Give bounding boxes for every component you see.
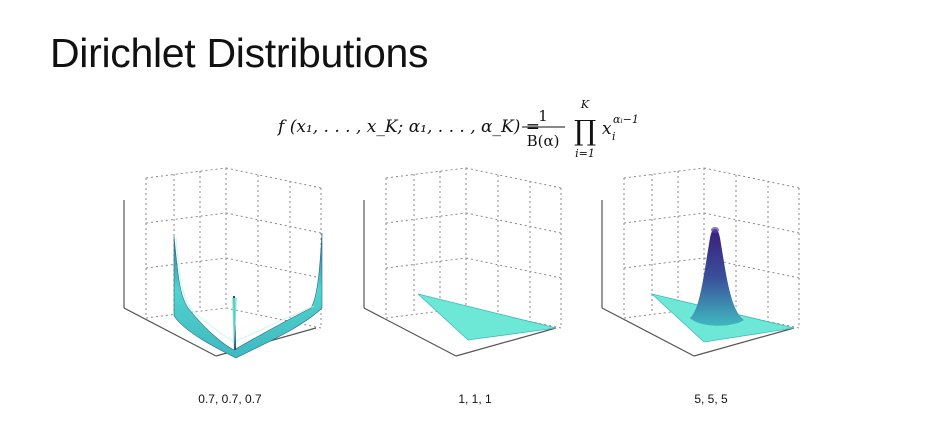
product-symbol: ∏ <box>574 114 596 147</box>
plot-panel-1 <box>116 167 340 378</box>
density-surface-2 <box>417 293 557 341</box>
dirichlet-pdf-formula: f (x₁, . . . , x_K; α₁, . . . , α_K) = 1… <box>276 97 698 163</box>
density-peak-3 <box>690 229 744 326</box>
term-base: x <box>602 119 612 139</box>
product-lower-limit: i=1 <box>575 147 595 160</box>
formula-numerator: 1 <box>538 107 548 125</box>
product-upper-limit: K <box>580 98 590 111</box>
term-superscript: αᵢ−1 <box>613 113 639 126</box>
density-surface-1 <box>173 232 323 359</box>
plot-caption-2: 1, 1, 1 <box>458 392 492 406</box>
plot-grid <box>623 167 800 329</box>
plot-caption-3: 5, 5, 5 <box>694 392 728 406</box>
plot-panel-2 <box>356 167 580 378</box>
plot-panel-3 <box>594 167 818 378</box>
plot-axes <box>363 200 557 357</box>
plot-axes <box>601 200 795 357</box>
formula-denominator: B(α) <box>527 132 560 150</box>
formula-lhs: f (x₁, . . . , x_K; α₁, . . . , α_K) = <box>276 117 540 137</box>
term-subscript: i <box>612 130 616 143</box>
plot-caption-1: 0.7, 0.7, 0.7 <box>198 392 262 406</box>
plot-grid <box>385 167 562 329</box>
slide-title: Dirichlet Distributions <box>50 30 429 76</box>
